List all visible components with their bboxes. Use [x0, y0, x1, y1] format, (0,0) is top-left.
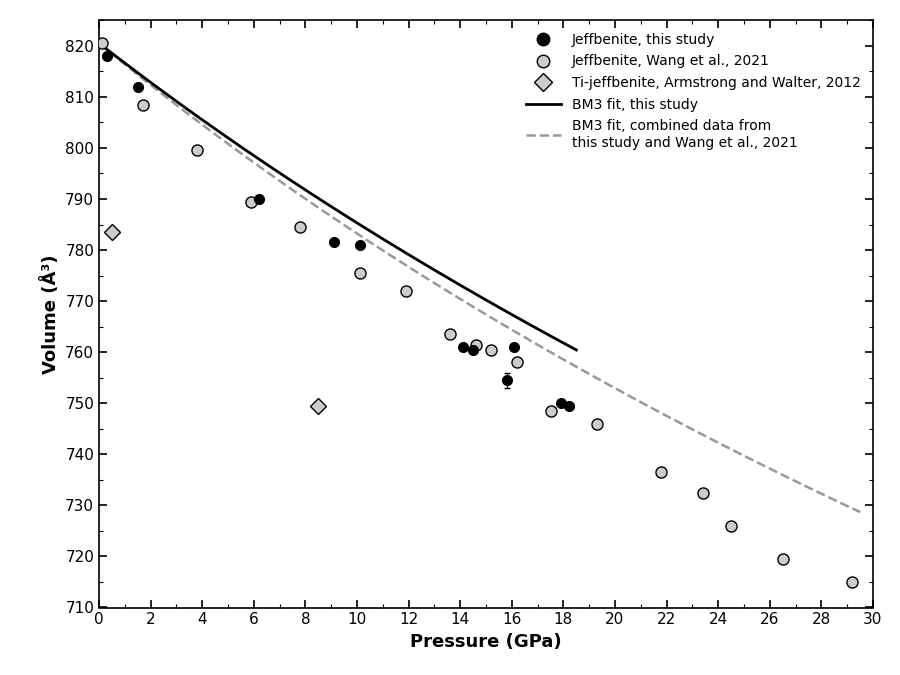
X-axis label: Pressure (GPa): Pressure (GPa) — [410, 633, 562, 651]
Y-axis label: Volume (Å³): Volume (Å³) — [40, 254, 59, 374]
Legend: Jeffbenite, this study, Jeffbenite, Wang et al., 2021, Ti-jeffbenite, Armstrong : Jeffbenite, this study, Jeffbenite, Wang… — [520, 27, 866, 155]
